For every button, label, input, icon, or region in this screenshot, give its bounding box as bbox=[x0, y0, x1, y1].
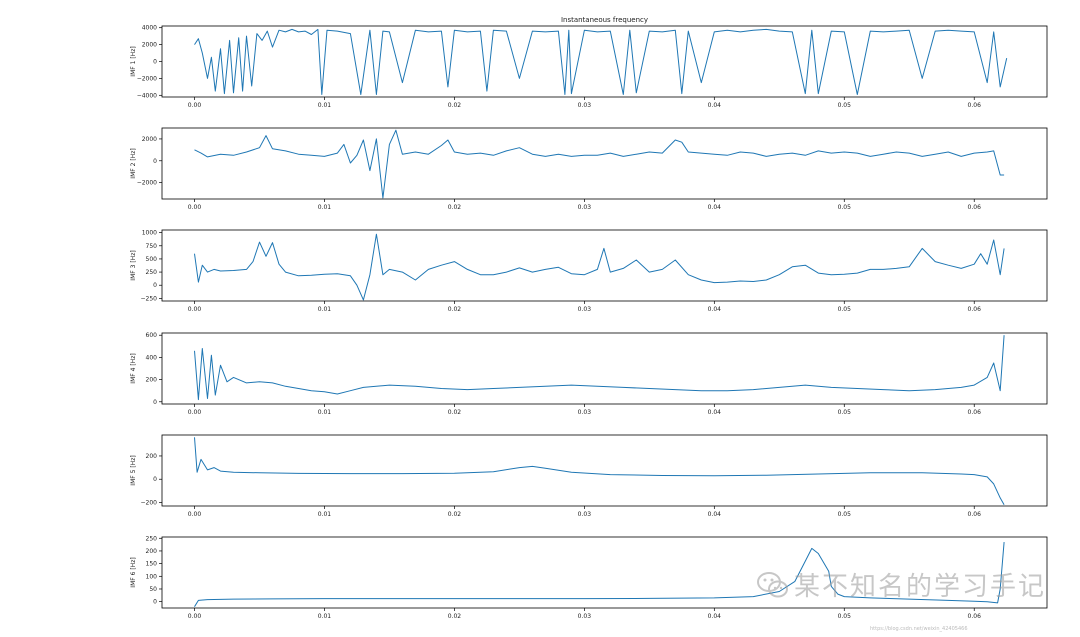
y-tick-label: 200 bbox=[146, 548, 158, 555]
y-tick-label: −250 bbox=[141, 295, 158, 302]
y-tick-label: 0 bbox=[153, 399, 157, 406]
y-tick-label: 500 bbox=[146, 256, 158, 263]
x-tick-label: 0.04 bbox=[708, 204, 722, 211]
y-tick-label: −4000 bbox=[137, 92, 157, 99]
series-line bbox=[194, 129, 1005, 199]
x-tick-label: 0.05 bbox=[838, 204, 852, 211]
x-tick-label: 0.01 bbox=[318, 306, 332, 313]
x-tick-label: 0.01 bbox=[318, 409, 332, 416]
x-tick-label: 0.06 bbox=[968, 306, 982, 313]
y-tick-label: 0 bbox=[153, 282, 157, 289]
y-tick-label: 150 bbox=[146, 561, 158, 568]
x-tick-label: 0.06 bbox=[968, 204, 982, 211]
x-tick-label: 0.04 bbox=[708, 409, 722, 416]
series-line bbox=[194, 28, 1008, 95]
y-axis-label: IMF 3 [Hz] bbox=[130, 250, 137, 280]
series-line bbox=[194, 233, 1005, 301]
y-axis-label: IMF 1 [Hz] bbox=[130, 46, 137, 76]
x-tick-label: 0.03 bbox=[578, 613, 592, 620]
x-tick-label: 0.00 bbox=[188, 102, 202, 109]
x-tick-label: 0.02 bbox=[448, 511, 462, 518]
y-tick-label: −2000 bbox=[137, 75, 157, 82]
chart-title: Instantaneous frequency bbox=[561, 16, 648, 24]
x-tick-label: 0.02 bbox=[448, 204, 462, 211]
series-line bbox=[194, 542, 1005, 607]
x-tick-label: 0.01 bbox=[318, 613, 332, 620]
y-tick-label: 100 bbox=[146, 573, 158, 580]
x-tick-label: 0.06 bbox=[968, 102, 982, 109]
x-tick-label: 0.00 bbox=[188, 613, 202, 620]
y-axis-label: IMF 5 [Hz] bbox=[130, 455, 137, 485]
watermark: 某不知名的学习手记 bbox=[756, 566, 1046, 603]
axes-frame bbox=[161, 229, 1048, 302]
y-tick-label: 2000 bbox=[142, 136, 157, 143]
y-tick-label: 2000 bbox=[142, 42, 157, 49]
y-tick-label: 400 bbox=[146, 354, 158, 361]
x-tick-label: 0.05 bbox=[838, 613, 852, 620]
x-tick-label: 0.01 bbox=[318, 204, 332, 211]
x-tick-label: 0.03 bbox=[578, 306, 592, 313]
x-tick-label: 0.05 bbox=[838, 306, 852, 313]
y-axis-label: IMF 6 [Hz] bbox=[130, 557, 137, 587]
axes-frame bbox=[161, 536, 1048, 609]
x-tick-label: 0.03 bbox=[578, 409, 592, 416]
axes-frame bbox=[161, 434, 1048, 507]
x-tick-label: 0.06 bbox=[968, 409, 982, 416]
x-tick-label: 0.00 bbox=[188, 306, 202, 313]
axes-frame bbox=[161, 332, 1048, 405]
y-tick-label: 0 bbox=[153, 59, 157, 66]
x-tick-label: 0.04 bbox=[708, 613, 722, 620]
y-tick-label: 50 bbox=[149, 586, 157, 593]
x-tick-label: 0.02 bbox=[448, 613, 462, 620]
watermark-url: https://blog.csdn.net/weixin_42405466 bbox=[870, 626, 968, 632]
x-tick-label: 0.04 bbox=[708, 306, 722, 313]
x-tick-label: 0.01 bbox=[318, 511, 332, 518]
subplot-imf-3: 0.00 0.01 0.02 0.03 0.04 0.05 0.06 −250 0 250 500 7… bbox=[130, 229, 1048, 313]
y-axis-label: IMF 2 [Hz] bbox=[130, 148, 137, 178]
subplot-imf-5: 0.00 0.01 0.02 0.03 0.04 0.05 0.06 −200 0 200 IMF … bbox=[130, 434, 1048, 518]
x-tick-label: 0.01 bbox=[318, 102, 332, 109]
y-tick-label: 200 bbox=[146, 377, 158, 384]
axes-frame bbox=[161, 127, 1048, 200]
axes-frame bbox=[161, 25, 1048, 98]
series-line bbox=[194, 335, 1005, 401]
y-tick-label: 250 bbox=[146, 269, 158, 276]
y-tick-label: 4000 bbox=[142, 25, 157, 32]
y-tick-label: 0 bbox=[153, 599, 157, 606]
x-tick-label: 0.02 bbox=[448, 102, 462, 109]
x-tick-label: 0.05 bbox=[838, 409, 852, 416]
subplot-imf-6: 0.00 0.01 0.02 0.03 0.04 0.05 0.06 0 50 100 150 200… bbox=[130, 535, 1048, 620]
subplot-imf-2: 0.00 0.01 0.02 0.03 0.04 0.05 0.06 −2000 0 2000 IM… bbox=[130, 127, 1048, 211]
y-tick-label: 750 bbox=[146, 243, 158, 250]
x-tick-label: 0.00 bbox=[188, 511, 202, 518]
x-tick-label: 0.03 bbox=[578, 204, 592, 211]
y-tick-label: 0 bbox=[153, 158, 157, 165]
x-tick-label: 0.03 bbox=[578, 511, 592, 518]
y-tick-label: 1000 bbox=[142, 230, 157, 237]
x-tick-label: 0.05 bbox=[838, 511, 852, 518]
y-tick-label: 600 bbox=[146, 332, 158, 339]
y-tick-label: 0 bbox=[153, 476, 157, 483]
x-tick-label: 0.00 bbox=[188, 204, 202, 211]
subplot-imf-4: 0.00 0.01 0.02 0.03 0.04 0.05 0.06 0 200 400 600 IM… bbox=[130, 332, 1048, 416]
x-tick-label: 0.04 bbox=[708, 102, 722, 109]
x-tick-label: 0.02 bbox=[448, 306, 462, 313]
y-axis-label: IMF 4 [Hz] bbox=[130, 353, 137, 383]
x-tick-label: 0.00 bbox=[188, 409, 202, 416]
series-line bbox=[194, 437, 1005, 506]
x-tick-label: 0.04 bbox=[708, 511, 722, 518]
x-tick-label: 0.05 bbox=[838, 102, 852, 109]
y-tick-label: 250 bbox=[146, 535, 158, 542]
y-tick-label: −2000 bbox=[137, 180, 157, 187]
x-tick-label: 0.03 bbox=[578, 102, 592, 109]
x-tick-label: 0.06 bbox=[968, 613, 982, 620]
watermark-text: 某不知名的学习手记 bbox=[794, 572, 1047, 602]
x-tick-label: 0.06 bbox=[968, 511, 982, 518]
wechat-icon bbox=[757, 571, 788, 597]
y-tick-label: 200 bbox=[146, 453, 158, 460]
y-tick-label: −200 bbox=[141, 500, 158, 507]
x-tick-label: 0.02 bbox=[448, 409, 462, 416]
subplot-imf-1: 0.00 0.01 0.02 0.03 0.04 0.05 0.06 −4000 −2000 0 2… bbox=[130, 16, 1048, 109]
